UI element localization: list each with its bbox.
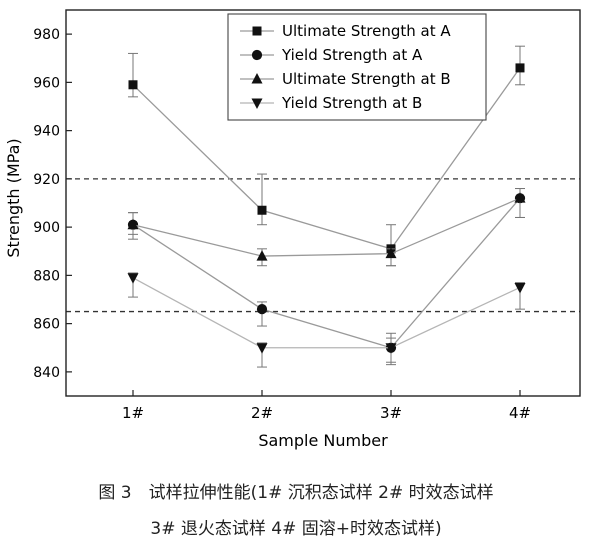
- x-tick-label: 2#: [251, 404, 273, 422]
- legend-label: Ultimate Strength at B: [282, 70, 451, 88]
- legend: Ultimate Strength at A Yield Strength at …: [227, 13, 487, 121]
- x-tick-label: 1#: [122, 404, 144, 422]
- data-point: [385, 247, 397, 259]
- data-point: [256, 250, 268, 261]
- x-axis-label: Sample Number: [258, 431, 388, 450]
- legend-marker: [251, 73, 263, 84]
- series-line: [132, 197, 521, 349]
- reference-lines: [66, 178, 580, 313]
- legend-box: [227, 13, 487, 121]
- y-tick-label: 960: [33, 75, 60, 91]
- plot-frame: [65, 9, 581, 397]
- data-point: [256, 304, 268, 315]
- legend-marker: [251, 49, 263, 61]
- series-line: [132, 277, 521, 349]
- legend-item: Yield Strength at B: [240, 94, 422, 112]
- legend-item: Ultimate Strength at A: [240, 22, 451, 40]
- series-layer: [127, 45, 526, 368]
- data-point: [256, 343, 268, 354]
- legend-label: Yield Strength at B: [281, 94, 422, 112]
- x-tick-label: 4#: [509, 404, 531, 422]
- data-point: [128, 80, 138, 90]
- y-tick-label: 860: [33, 317, 60, 333]
- data-point: [385, 343, 397, 354]
- y-axis-label: Strength (MPa): [4, 138, 23, 257]
- legend-marker: [252, 26, 262, 36]
- legend-item: Ultimate Strength at B: [240, 70, 451, 88]
- y-tick-label: 900: [33, 220, 60, 236]
- legend-item: Yield Strength at A: [240, 46, 423, 64]
- data-point: [127, 273, 139, 284]
- series-4: [127, 272, 526, 368]
- y-tick-label: 840: [33, 365, 60, 381]
- legend-label: Yield Strength at A: [281, 46, 423, 64]
- data-point: [515, 63, 525, 73]
- series-line: [132, 67, 521, 250]
- y-tick-label: 940: [33, 124, 60, 140]
- series-3: [127, 188, 526, 267]
- strength-chart: 840 860 880 900 920 940 960 980 1# 2# 3# 4# Ultimat…: [4, 9, 581, 450]
- data-point: [514, 192, 526, 203]
- legend-marker: [251, 98, 263, 109]
- data-point: [257, 205, 267, 215]
- data-point: [514, 282, 526, 294]
- legend-label: Ultimate Strength at A: [282, 22, 451, 40]
- x-tick-label: 3#: [380, 404, 402, 422]
- series-2: [127, 188, 526, 363]
- y-tick-label: 880: [33, 268, 60, 284]
- figure-caption-line-2: 3# 退火态试样 4# 固溶+时效态试样): [150, 519, 442, 539]
- y-tick-label: 980: [33, 27, 60, 43]
- series-line: [132, 197, 521, 257]
- axes: 840 860 880 900 920 940 960 980 1# 2# 3# 4#: [33, 9, 581, 422]
- data-point: [127, 218, 139, 230]
- y-tick-label: 920: [33, 172, 60, 188]
- figure-caption-line-1: 图 3 试样拉伸性能(1# 沉积态试样 2# 时效态试样: [98, 483, 494, 503]
